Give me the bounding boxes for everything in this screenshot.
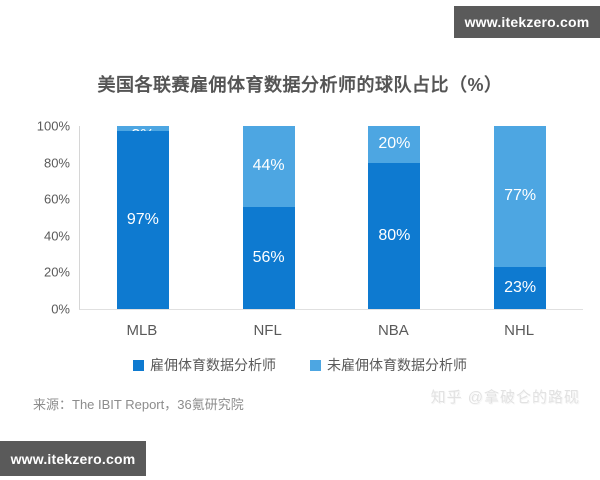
watermark-bottom-text: www.itekzero.com [10, 450, 136, 467]
segment-employed-mlb: 97% [116, 131, 169, 309]
value-label-mlb-97: 97% [126, 211, 159, 229]
value-label-nba-20: 20% [378, 135, 411, 153]
legend-item-not-employed: 未雇佣体育数据分析师 [310, 355, 467, 375]
value-label-nba-80: 80% [378, 226, 411, 244]
bar-slot-nfl: 44% 56% [206, 126, 332, 309]
legend-label-not-employed: 未雇佣体育数据分析师 [327, 357, 467, 373]
y-tick-100: 100% [36, 118, 70, 134]
value-label-nhl-23: 23% [504, 278, 537, 296]
x-axis-label-nfl: NFL [253, 322, 282, 339]
chart-title: 美国各联赛雇佣体育数据分析师的球队占比（%） [97, 75, 503, 95]
x-axis-label-nba: NBA [377, 322, 409, 339]
source-note: 来源：The IBIT Report，36氪研究院 [33, 397, 244, 412]
watermark-top-text: www.itekzero.com [464, 14, 590, 30]
x-axis: MLB NFL NBA NHL [79, 322, 582, 339]
segment-employed-nfl: 56% [242, 206, 295, 309]
segment-employed-nba: 80% [368, 162, 421, 309]
stacked-bar-mlb: 3%97% [116, 126, 169, 309]
bar-slot-mlb: 3%97% [80, 126, 206, 309]
plot-area: 3%97% 44% 56% 20% 80% 77% 23% [79, 126, 583, 310]
y-tick-0: 0% [51, 301, 70, 317]
legend-swatch-not-employed-icon [310, 359, 321, 371]
y-tick-40: 40% [43, 228, 70, 244]
value-label-nfl-44: 44% [252, 157, 285, 175]
segment-not-employed-nba: 20% [368, 126, 421, 163]
y-tick-80: 80% [43, 155, 70, 171]
zhihu-watermark: 知乎 @拿破仑的路砚 [430, 389, 580, 406]
segment-employed-nhl: 23% [494, 266, 547, 309]
bar-slot-nba: 20% 80% [332, 126, 458, 309]
legend-item-employed: 雇佣体育数据分析师 [133, 355, 276, 375]
watermark-top-right: www.itekzero.com [454, 6, 600, 38]
y-axis: 0% 20% 40% 60% 80% 100% [0, 119, 70, 317]
value-label-nfl-56: 56% [252, 248, 285, 266]
stacked-bar-nfl: 44% 56% [242, 126, 295, 309]
value-label-nhl-77: 77% [504, 187, 537, 205]
legend: 雇佣体育数据分析师 未雇佣体育数据分析师 [0, 355, 600, 375]
segment-not-employed-nfl: 44% [242, 126, 295, 207]
y-tick-20: 20% [43, 264, 70, 280]
y-tick-60: 60% [43, 191, 70, 207]
watermark-bottom-left: www.itekzero.com [0, 441, 146, 476]
segment-not-employed-nhl: 77% [494, 126, 547, 267]
stacked-bar-nhl: 77% 23% [494, 126, 547, 309]
bar-slot-nhl: 77% 23% [457, 126, 583, 309]
x-axis-label-nhl: NHL [504, 322, 535, 339]
legend-label-employed: 雇佣体育数据分析师 [150, 357, 276, 373]
legend-swatch-employed-icon [133, 359, 144, 371]
x-axis-label-mlb: MLB [126, 322, 158, 339]
stacked-bar-nba: 20% 80% [368, 126, 421, 309]
